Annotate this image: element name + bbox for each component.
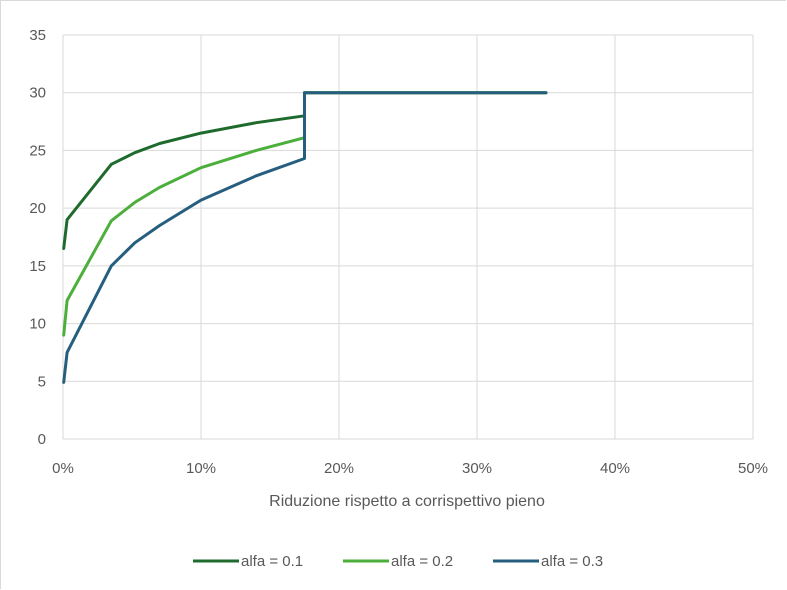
legend-item: alfa = 0.2 [343, 553, 453, 570]
series-line [62, 91, 548, 384]
x-tick-label: 0% [52, 460, 74, 477]
x-axis-ticks: 0% 10% 20% 30% 40% 50% [52, 460, 768, 477]
legend-item: alfa = 0.3 [493, 553, 603, 570]
legend: alfa = 0.1 alfa = 0.2 alfa = 0.3 [193, 553, 603, 570]
x-tick-label: 30% [462, 460, 492, 477]
legend-label: alfa = 0.2 [391, 553, 453, 570]
y-axis-ticks: 0 5 10 15 20 25 30 35 [29, 27, 46, 448]
legend-label: alfa = 0.3 [541, 553, 603, 570]
x-tick-label: 50% [738, 460, 768, 477]
y-tick-label: 10 [29, 316, 46, 333]
x-tick-label: 20% [324, 460, 354, 477]
y-tick-label: 20 [29, 200, 46, 217]
y-tick-label: 15 [29, 258, 46, 275]
y-tick-label: 0 [38, 431, 46, 448]
y-tick-label: 5 [38, 373, 46, 390]
legend-item: alfa = 0.1 [193, 553, 303, 570]
x-axis-title: Riduzione rispetto a corrispettivo pieno [269, 493, 545, 510]
y-tick-label: 30 [29, 85, 46, 102]
legend-label: alfa = 0.1 [241, 553, 303, 570]
gridlines [62, 34, 754, 440]
y-tick-label: 35 [29, 27, 46, 44]
y-tick-label: 25 [29, 142, 46, 159]
series-lines [62, 91, 548, 384]
x-tick-label: 10% [186, 460, 216, 477]
x-tick-label: 40% [600, 460, 630, 477]
